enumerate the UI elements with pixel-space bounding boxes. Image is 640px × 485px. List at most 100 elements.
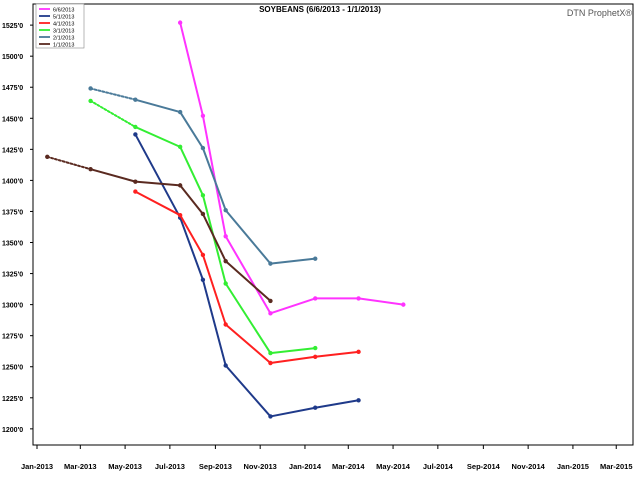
y-tick-label: 1525'0 <box>2 23 23 30</box>
x-tick-label: Mar-2015 <box>600 462 633 471</box>
series-line-segment <box>134 180 182 187</box>
series-5 <box>88 86 318 266</box>
data-point <box>313 405 318 410</box>
data-point <box>401 302 406 307</box>
x-tick-label: Jan-2013 <box>21 462 53 471</box>
series-3 <box>133 189 361 366</box>
data-point <box>313 296 318 301</box>
y-tick-label: 1200'0 <box>2 427 23 434</box>
data-point <box>313 345 318 351</box>
data-point <box>88 167 93 172</box>
series-line-segment <box>269 297 317 315</box>
data-point <box>356 398 361 403</box>
data-point <box>177 212 183 218</box>
series-line-segment <box>201 278 227 367</box>
x-tick-label: May-2013 <box>108 462 142 471</box>
data-point <box>45 154 50 159</box>
series-line-segment <box>201 114 227 238</box>
series-line-segment <box>269 347 317 355</box>
series-line-segment <box>179 184 204 215</box>
y-tick-label: 1250'0 <box>2 365 23 372</box>
series-line-segment <box>201 253 227 326</box>
x-tick-label: Mar-2013 <box>64 462 97 471</box>
series-line-segment <box>179 145 204 197</box>
series-line-segment <box>89 87 137 101</box>
series-1 <box>177 20 406 316</box>
data-point <box>200 113 206 119</box>
series-line-segment <box>134 125 182 148</box>
y-tick-label: 1450'0 <box>2 116 23 123</box>
data-point <box>133 189 138 194</box>
data-point <box>177 183 183 188</box>
data-point <box>177 109 183 115</box>
legend-label: 2/1/2013 <box>53 36 74 42</box>
y-tick-label: 1300'0 <box>2 303 23 310</box>
legend-label: 3/1/2013 <box>53 29 74 35</box>
series-line-segment <box>224 235 272 315</box>
data-point <box>313 256 318 261</box>
series-line-segment <box>314 350 360 358</box>
data-point <box>200 252 206 258</box>
series-line-segment <box>179 111 204 150</box>
data-point <box>223 208 228 213</box>
series-line-segment <box>89 168 137 183</box>
y-tick-label: 1325'0 <box>2 272 23 279</box>
data-point <box>223 363 228 368</box>
series-line-segment <box>269 257 317 265</box>
legend-label: 6/6/2013 <box>53 8 74 14</box>
x-axis: Jan-2013 Mar-2013 May-2013 Jul-2013 Sep-2013… <box>21 445 633 471</box>
x-tick-label: May-2014 <box>376 462 411 471</box>
legend: 6/6/20135/1/20134/1/20133/1/20132/1/2013… <box>35 3 85 49</box>
series-layer <box>45 20 406 419</box>
series-line-segment <box>134 98 182 114</box>
series-line-segment <box>224 364 272 418</box>
data-point <box>133 97 138 102</box>
series-line-segment <box>269 355 317 365</box>
legend-label: 1/1/2013 <box>53 43 74 49</box>
series-line-segment <box>201 212 227 263</box>
data-point <box>356 349 361 355</box>
series-line-segment <box>224 323 272 365</box>
data-point <box>200 193 206 198</box>
x-tick-label: Jul-2014 <box>423 462 454 471</box>
x-tick-label: Jan-2015 <box>557 462 589 471</box>
y-tick-label: 1425'0 <box>2 147 23 154</box>
y-tick-label: 1400'0 <box>2 178 23 185</box>
data-point <box>268 360 273 366</box>
data-point <box>177 144 183 150</box>
data-point <box>88 86 93 91</box>
series-line-segment <box>89 99 137 128</box>
data-point <box>200 145 206 151</box>
data-point <box>268 311 273 316</box>
y-tick-label: 1350'0 <box>2 241 23 248</box>
y-axis: 1200'0 1225'0 1250'0 1275'0 1300'0 1325'0 1350… <box>2 23 33 434</box>
series-line-segment <box>179 216 204 281</box>
series-line-segment <box>357 297 405 306</box>
data-point <box>356 296 361 301</box>
x-tick-label: Jul-2013 <box>155 462 185 471</box>
x-tick-label: Sep-2013 <box>199 462 232 471</box>
data-point <box>133 132 138 137</box>
data-point <box>268 298 273 304</box>
y-tick-label: 1275'0 <box>2 334 23 341</box>
y-tick-label: 1500'0 <box>2 54 23 61</box>
series-line-segment <box>179 214 204 256</box>
x-tick-label: Nov-2014 <box>511 462 545 471</box>
series-line-segment <box>314 399 360 409</box>
y-tick-label: 1475'0 <box>2 85 23 92</box>
data-point <box>133 124 138 130</box>
legend-label: 5/1/2013 <box>53 15 74 21</box>
series-line-segment <box>224 209 272 265</box>
x-tick-label: Jan-2014 <box>289 462 322 471</box>
data-point <box>133 179 138 184</box>
series-line-segment <box>134 133 182 219</box>
plot-border <box>32 3 634 446</box>
data-point <box>88 98 93 104</box>
series-line-segment <box>179 21 204 117</box>
plot-frame <box>32 3 634 446</box>
data-point <box>223 281 228 286</box>
data-point <box>200 211 206 217</box>
data-point <box>268 350 273 356</box>
